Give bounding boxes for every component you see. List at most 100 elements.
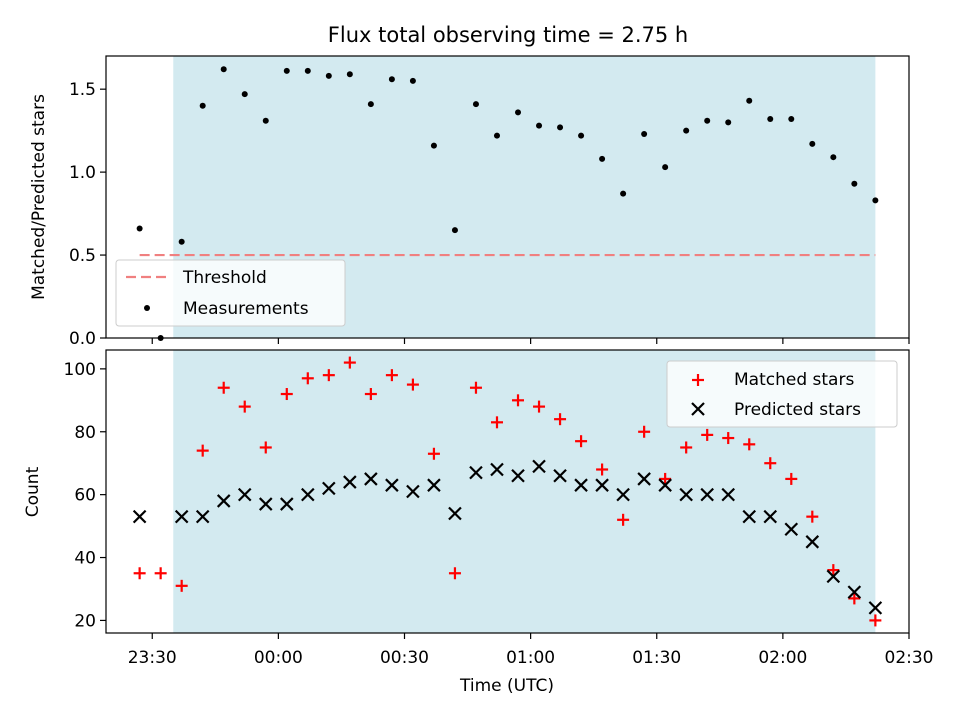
matched-star-point (280, 388, 293, 401)
matched-star-point (785, 472, 798, 485)
bottom-legend: Matched stars Predicted stars (666, 360, 898, 428)
x-axis-label: Time (UTC) (459, 676, 554, 696)
measurement-point (809, 140, 816, 147)
predicted-star-point (700, 487, 714, 502)
bottom-x-axis-ticks: 23:30 00:00 00:30 01:00 01:30 02:00 02:30 (128, 633, 934, 668)
measurement-point (788, 116, 795, 123)
measurement-point (536, 122, 543, 129)
matched-star-point (827, 564, 840, 577)
predicted-star-point (343, 475, 357, 489)
matched-star-point (848, 592, 861, 605)
matched-star-point (722, 432, 735, 445)
measurement-point (683, 127, 690, 134)
y-tick-label: 0.0 (69, 329, 96, 349)
x-tick-label: 02:30 (885, 648, 934, 668)
predicted-star-point (406, 484, 420, 499)
top-panel: 0.0 0.5 1.0 1.5 Matched/Predicted stars Thr… (29, 55, 910, 349)
predicted-star-point (616, 487, 630, 502)
matched-star-point (427, 447, 440, 460)
matched-star-point (175, 579, 188, 592)
matched-star-point (448, 567, 461, 580)
top-plot-frame (105, 55, 910, 339)
measurement-point (199, 102, 206, 109)
predicted-stars-points (132, 459, 883, 615)
predicted-star-point (490, 462, 504, 477)
predicted-star-point (658, 478, 672, 492)
matched-star-point (617, 513, 630, 526)
legend-predicted-label: Predicted stars (734, 400, 861, 420)
x-tick-label: 00:30 (380, 648, 429, 668)
measurement-point (220, 66, 227, 73)
matched-star-point (406, 378, 419, 391)
y-tick-label: 40 (74, 549, 96, 569)
measurement-point (641, 130, 648, 137)
predicted-star-point (532, 459, 546, 474)
predicted-star-point (868, 601, 883, 615)
matched-star-point (554, 413, 567, 426)
predicted-star-point (237, 487, 252, 502)
y-tick-label: 80 (74, 423, 96, 443)
matched-star-point (322, 369, 335, 382)
predicted-star-point (637, 472, 651, 486)
matched-star-point (238, 400, 251, 413)
matched-star-point (764, 457, 777, 470)
matched-star-point (301, 372, 314, 385)
matched-stars-points (133, 356, 882, 627)
matched-star-point (743, 438, 756, 451)
measurement-point (304, 67, 311, 74)
x-tick-label: 00:00 (254, 648, 303, 668)
matched-star-point (364, 388, 377, 401)
y-tick-label: 0.5 (69, 246, 96, 266)
predicted-star-point (763, 509, 778, 524)
predicted-star-point (301, 487, 315, 502)
measurement-point (430, 142, 437, 149)
measurement-point (451, 227, 458, 234)
y-tick-label: 1.5 (69, 80, 96, 100)
measurement-point (283, 67, 290, 74)
top-x-axis-ticks (151, 338, 910, 344)
measurement-point (493, 132, 500, 139)
y-tick-label: 20 (74, 611, 96, 631)
predicted-star-point (174, 509, 189, 524)
measurement-point (472, 101, 479, 108)
measurement-point (830, 154, 837, 161)
predicted-star-point (132, 509, 147, 524)
matched-star-point (217, 381, 230, 394)
bottom-y-axis-label: Count (23, 466, 43, 517)
x-tick-label: 02:00 (758, 648, 807, 668)
legend-predicted-marker (691, 402, 705, 416)
matched-star-point (133, 567, 146, 580)
measurement-point (599, 155, 606, 162)
y-tick-label: 60 (74, 486, 96, 506)
predicted-star-point (216, 494, 231, 508)
measurement-point (178, 238, 185, 245)
x-tick-label: 01:00 (506, 648, 555, 668)
predicted-star-point (511, 468, 525, 483)
measurement-point (746, 97, 753, 104)
predicted-star-point (448, 506, 462, 521)
matched-star-point (490, 416, 503, 429)
matched-star-point (869, 614, 882, 627)
top-legend-box (115, 259, 346, 327)
matched-star-point (154, 567, 167, 580)
chart-title: Flux total observing time = 2.75 h (328, 23, 688, 47)
matched-star-point (385, 369, 398, 382)
bottom-plot-frame (105, 349, 910, 634)
top-y-axis-ticks: 0.0 0.5 1.0 1.5 (69, 80, 106, 349)
matched-star-point (680, 441, 693, 454)
measurement-point (136, 225, 143, 232)
measurement-points (136, 66, 879, 341)
predicted-star-point (847, 585, 862, 599)
bottom-y-axis-ticks: 20 40 60 80 100 (64, 360, 106, 631)
y-tick-label: 100 (64, 360, 96, 380)
predicted-star-point (784, 522, 799, 537)
predicted-star-point (574, 478, 588, 492)
measurement-point (241, 91, 248, 98)
predicted-star-point (364, 472, 378, 486)
measurement-point (346, 71, 353, 78)
predicted-star-point (721, 487, 735, 502)
matched-star-point (701, 428, 714, 441)
predicted-star-point (195, 509, 210, 524)
measurement-point (851, 180, 858, 187)
